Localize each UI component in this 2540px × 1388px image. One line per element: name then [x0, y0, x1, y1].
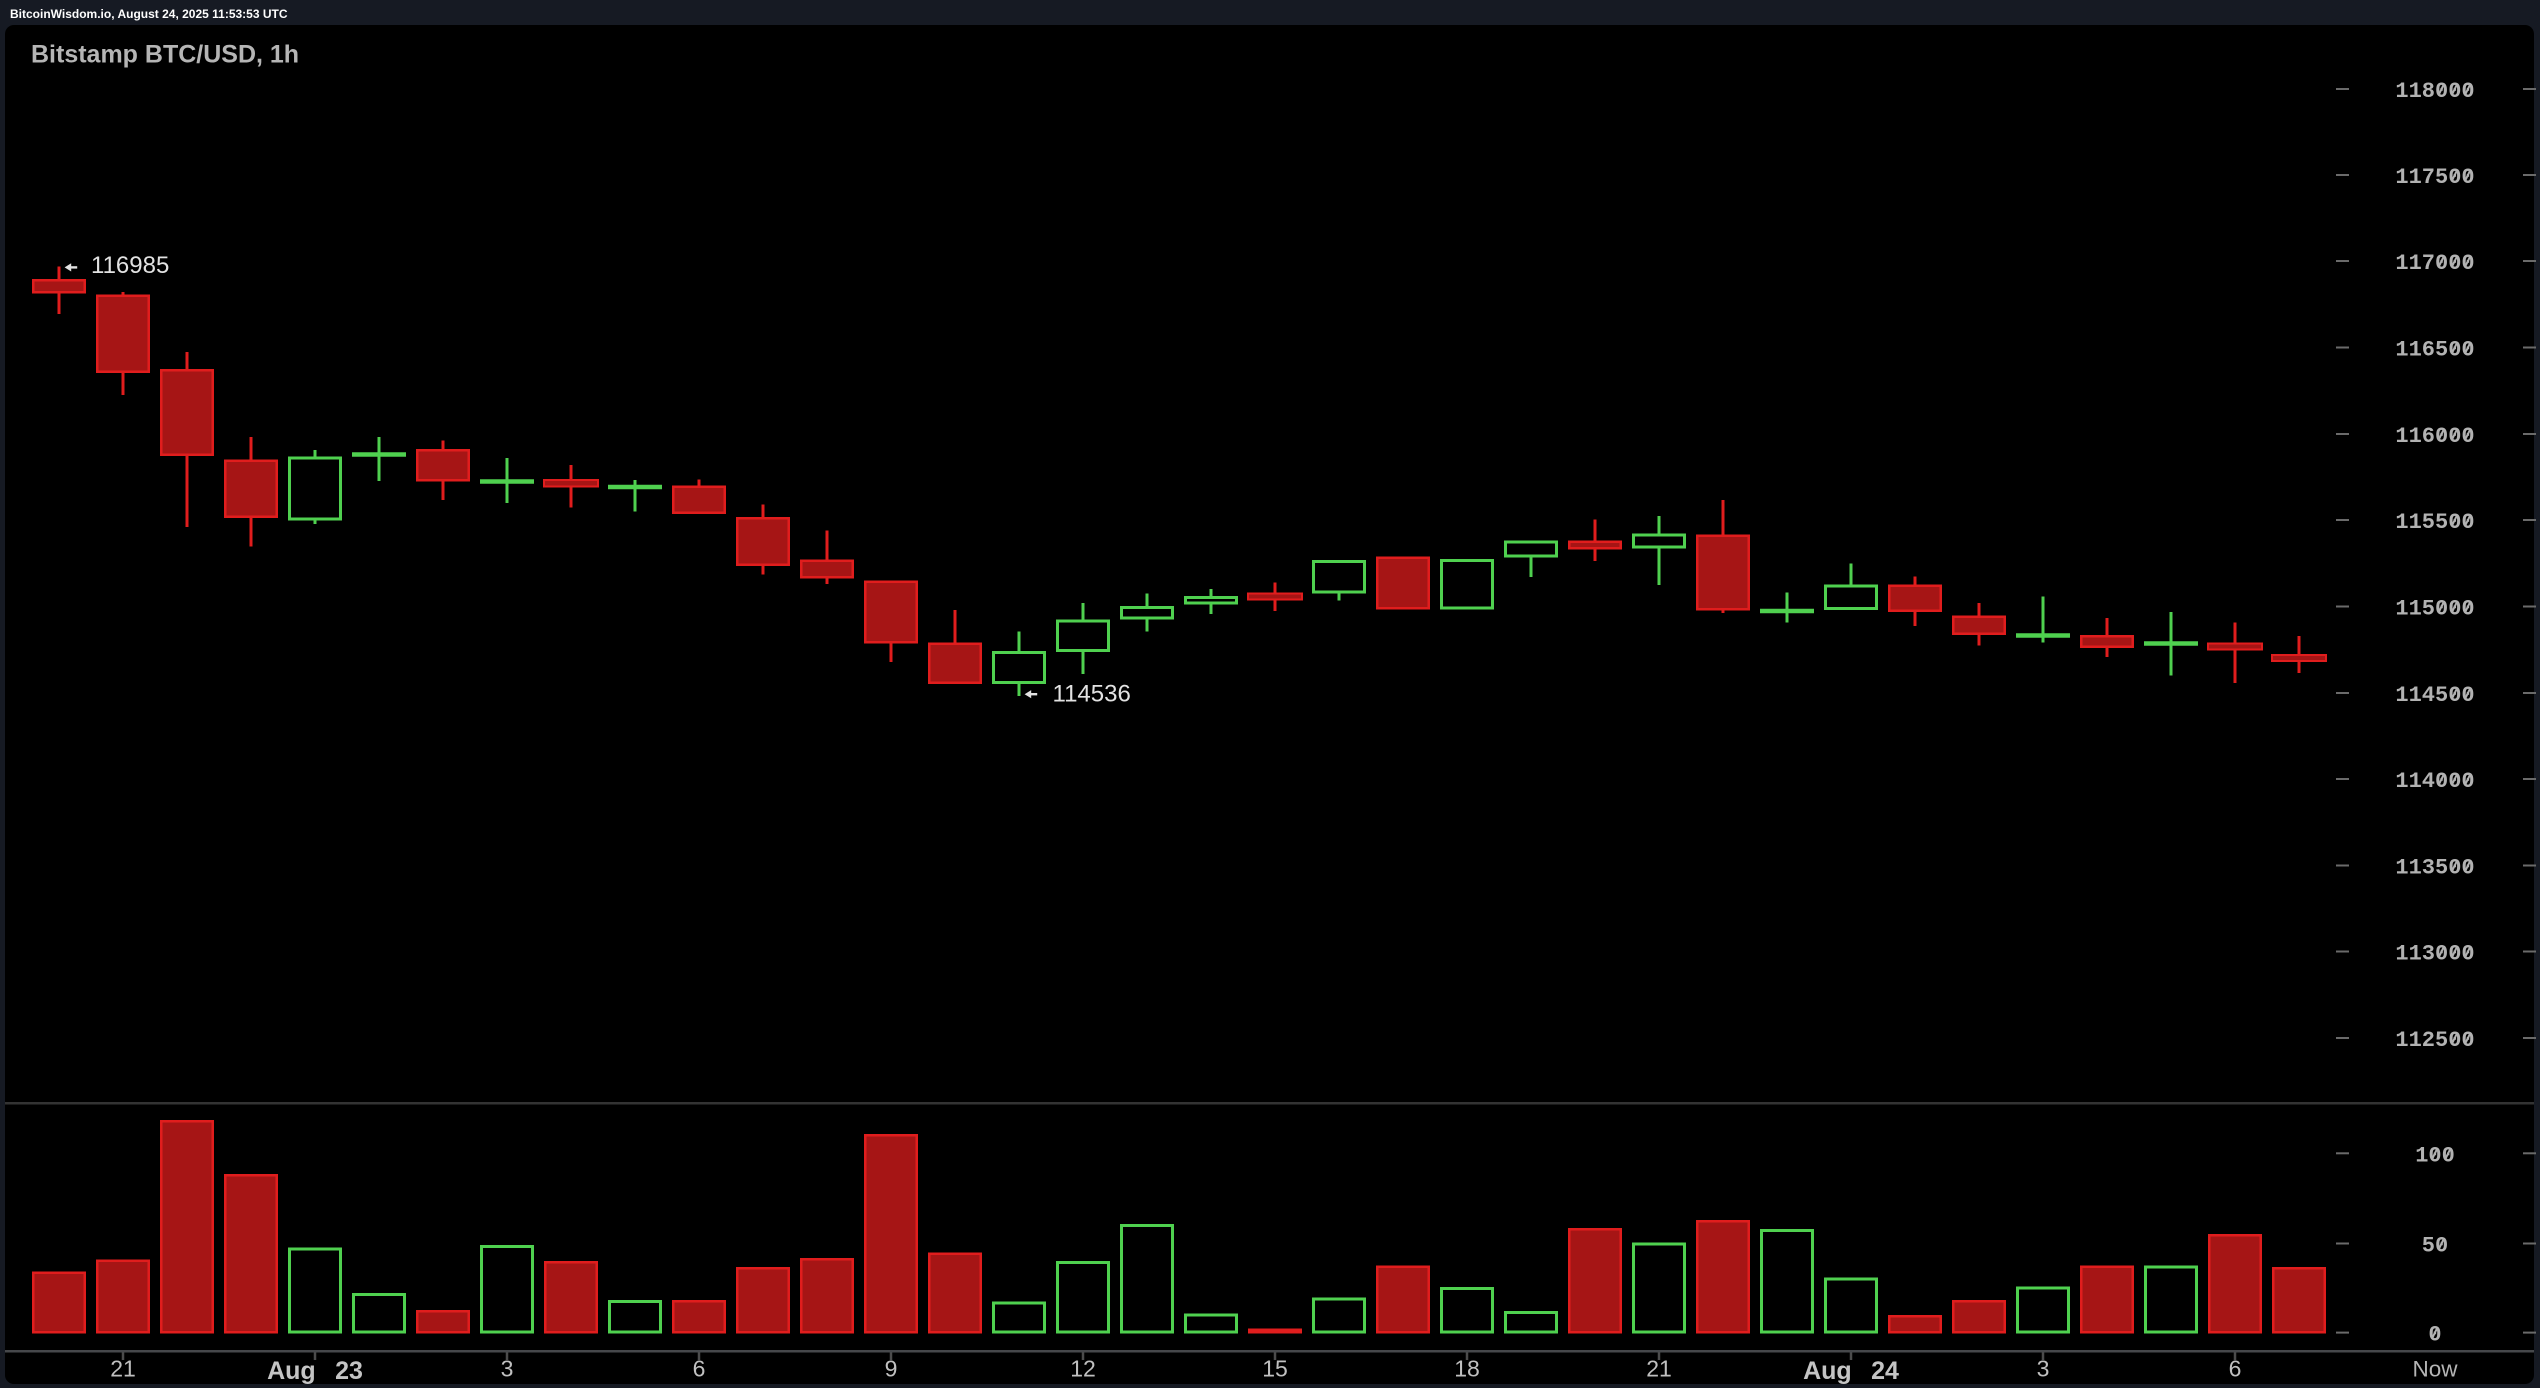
- svg-text:116000: 116000: [2395, 424, 2474, 449]
- svg-text:18: 18: [1454, 1356, 1480, 1382]
- svg-text:115500: 115500: [2395, 510, 2474, 535]
- svg-text:116500: 116500: [2395, 338, 2474, 363]
- svg-text:0: 0: [2428, 1323, 2441, 1348]
- svg-text:Now: Now: [2412, 1357, 2458, 1382]
- svg-text:116985: 116985: [91, 252, 169, 279]
- svg-text:113500: 113500: [2395, 856, 2474, 881]
- svg-text:21: 21: [1646, 1356, 1672, 1382]
- svg-text:Aug 23: Aug 23: [267, 1357, 363, 1385]
- svg-text:Aug 24: Aug 24: [1803, 1357, 1899, 1385]
- svg-text:6: 6: [693, 1356, 706, 1382]
- svg-text:118000: 118000: [2395, 79, 2474, 104]
- svg-text:50: 50: [2422, 1234, 2448, 1259]
- svg-text:15: 15: [1262, 1356, 1288, 1382]
- svg-text:BitcoinWisdom.io, August 24, 2: BitcoinWisdom.io, August 24, 2025 11:53:…: [10, 7, 288, 21]
- svg-text:100: 100: [2415, 1143, 2455, 1168]
- svg-text:113000: 113000: [2395, 942, 2474, 967]
- svg-text:114536: 114536: [1053, 681, 1131, 708]
- svg-text:6: 6: [2229, 1356, 2242, 1382]
- svg-text:114000: 114000: [2395, 769, 2474, 794]
- svg-text:Bitstamp BTC/USD, 1h: Bitstamp BTC/USD, 1h: [31, 41, 299, 69]
- svg-text:114500: 114500: [2395, 683, 2474, 708]
- svg-text:3: 3: [501, 1356, 514, 1382]
- svg-text:12: 12: [1070, 1356, 1096, 1382]
- svg-text:112500: 112500: [2395, 1028, 2474, 1053]
- svg-text:21: 21: [110, 1356, 136, 1382]
- svg-text:9: 9: [885, 1356, 898, 1382]
- svg-text:115000: 115000: [2395, 597, 2474, 622]
- svg-text:117500: 117500: [2395, 165, 2474, 190]
- svg-text:3: 3: [2037, 1356, 2050, 1382]
- svg-text:117000: 117000: [2395, 251, 2474, 276]
